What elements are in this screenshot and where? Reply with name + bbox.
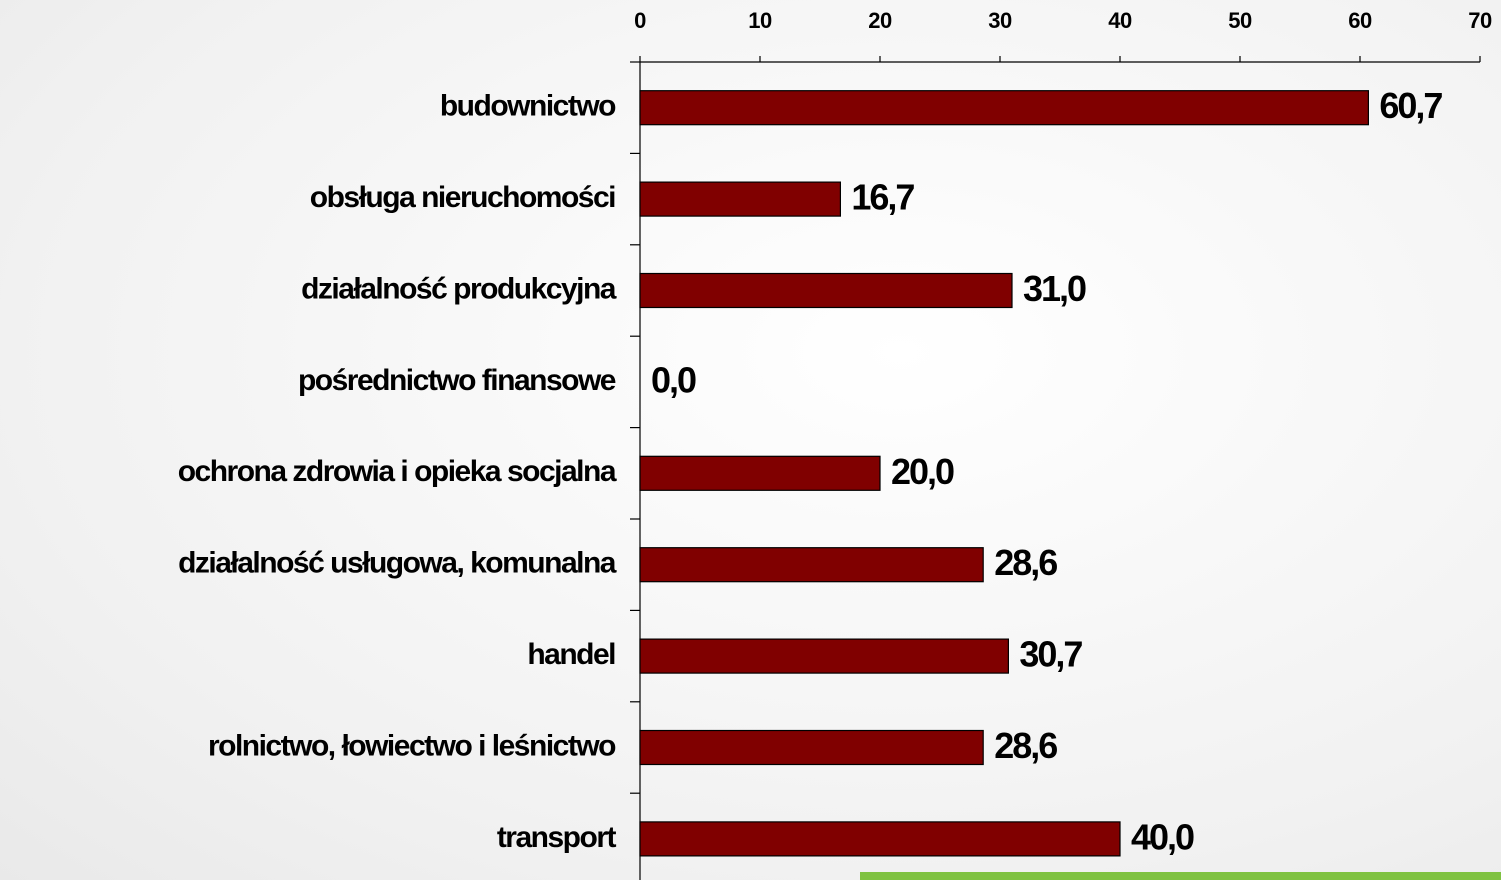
y-tick-label: działalność usługowa, komunalna: [178, 547, 617, 580]
data-label: 0,0: [651, 359, 696, 400]
bar: [639, 455, 881, 491]
x-tick-label: 70: [1468, 8, 1492, 33]
y-tick-label: budownictwo: [440, 90, 616, 123]
data-label: 28,6: [994, 542, 1057, 583]
data-label: 31,0: [1023, 268, 1086, 309]
bar: [639, 821, 1121, 857]
x-tick-label: 10: [748, 8, 772, 33]
data-label: 16,7: [851, 177, 914, 218]
x-tick-label: 30: [988, 8, 1012, 33]
bar: [639, 272, 1013, 309]
bar: [639, 181, 841, 217]
x-tick-label: 0: [634, 8, 646, 33]
data-label: 40,0: [1131, 816, 1194, 857]
y-tick-label: pośrednictwo finansowe: [298, 364, 616, 397]
y-tick-label: rolnictwo, łowiectwo i leśnictwo: [208, 729, 616, 762]
y-tick-label: transport: [497, 821, 617, 854]
data-label: 30,7: [1019, 634, 1082, 675]
y-tick-label: handel: [527, 638, 615, 671]
y-tick-label: obsługa nieruchomości: [310, 181, 615, 214]
bar: [639, 638, 1009, 674]
x-tick-label: 50: [1228, 8, 1252, 33]
data-label: 60,7: [1379, 85, 1442, 126]
decoration: [860, 872, 1501, 880]
bar: [639, 729, 984, 766]
x-tick-label: 40: [1108, 8, 1132, 33]
bar: [639, 547, 984, 583]
x-tick-label: 20: [868, 8, 892, 33]
y-tick-label: ochrona zdrowia i opieka socjalna: [178, 455, 617, 488]
data-label: 20,0: [891, 451, 954, 492]
x-tick-label: 60: [1348, 8, 1372, 33]
bar: [639, 90, 1370, 126]
data-label: 28,6: [994, 725, 1057, 766]
y-tick-label: działalność produkcyjna: [301, 272, 617, 305]
